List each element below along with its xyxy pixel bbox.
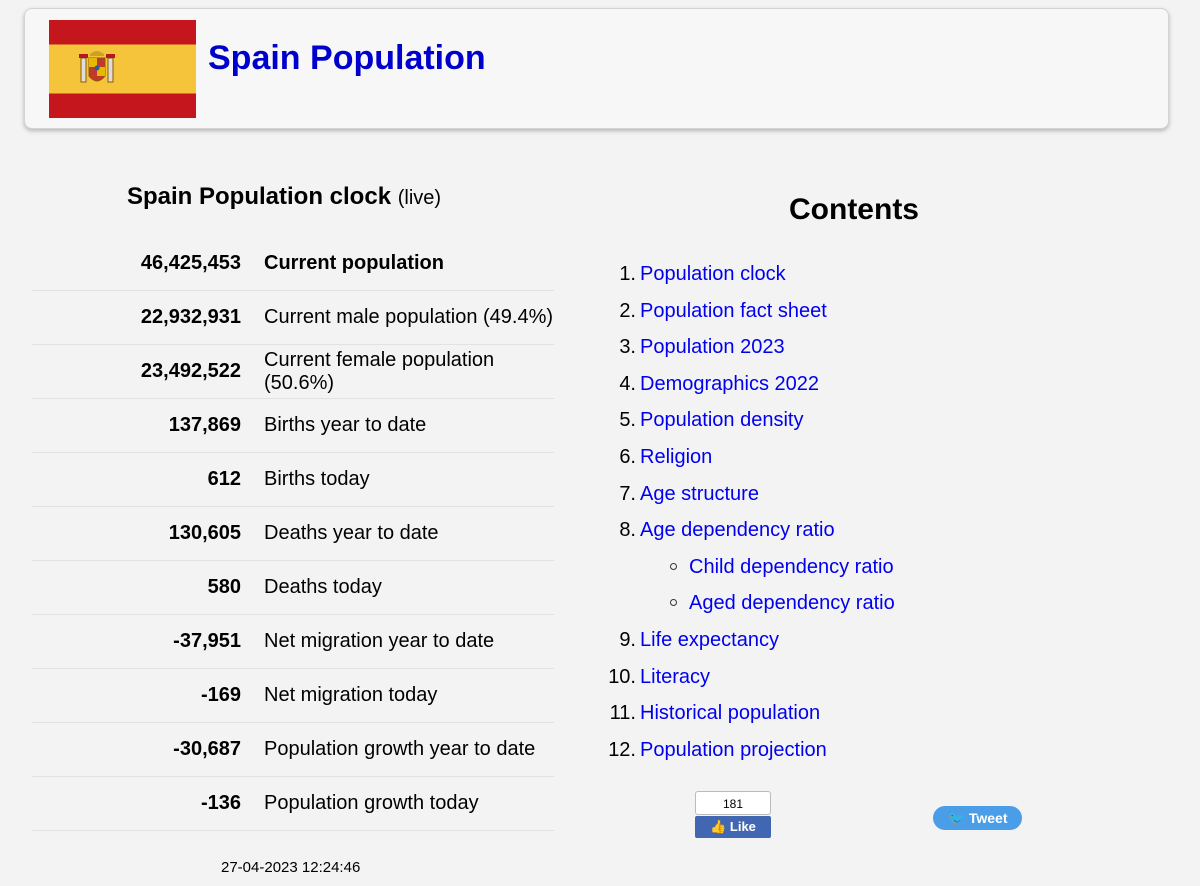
stat-value: -30,687 (32, 722, 247, 777)
clock-heading: Spain Population clock (live) (127, 183, 441, 211)
stat-row: 23,492,522 Current female population (50.… (32, 344, 554, 399)
page-title[interactable]: Spain Population (208, 39, 486, 77)
contents-link[interactable]: Religion (640, 445, 713, 468)
contents-link[interactable]: Population 2023 (640, 336, 785, 359)
contents-item-number: 2. (619, 299, 636, 322)
stat-label: Current male population (49.4%) (247, 290, 554, 345)
like-label: Like (729, 819, 756, 834)
stat-value: 580 (32, 560, 247, 615)
contents-link[interactable]: Population clock (640, 263, 786, 285)
contents-link[interactable]: Child dependency ratio (689, 555, 894, 578)
stat-row: -37,951 Net migration year to date (32, 614, 554, 669)
stat-value: 612 (32, 452, 247, 507)
contents-item-number: 10. (608, 665, 636, 688)
site-header: Spain Population (24, 8, 1169, 129)
stat-value: 46,425,453 (32, 237, 247, 291)
spain-flag-image[interactable] (49, 20, 196, 118)
contents-link[interactable]: Historical population (640, 702, 821, 725)
stat-row: -30,687 Population growth year to date (32, 722, 554, 777)
stat-label: Net migration today (247, 668, 554, 723)
stat-label: Current female population (50.6%) (247, 344, 554, 399)
contents-item-number: 1. (619, 263, 636, 285)
contents-item-number: 11. (609, 702, 636, 725)
stat-row: -169 Net migration today (32, 668, 554, 723)
coat-of-arms-icon (79, 51, 115, 83)
contents-link[interactable]: Age dependency ratio (640, 519, 835, 542)
stat-label: Population growth year to date (247, 722, 554, 777)
stat-label: Deaths today (247, 560, 554, 615)
stat-row: 130,605 Deaths year to date (32, 506, 554, 561)
clock-title: Spain Population clock (127, 183, 392, 210)
contents-item-number: 9. (619, 628, 636, 651)
like-count: 181 (695, 791, 771, 815)
contents-link[interactable]: Age structure (640, 482, 759, 505)
contents-link[interactable]: Population density (640, 409, 804, 432)
contents-link[interactable]: Aged dependency ratio (689, 592, 895, 615)
stat-row: 22,932,931 Current male population (49.4%… (32, 290, 554, 345)
stat-row: 580 Deaths today (32, 560, 554, 615)
stat-value: 137,869 (32, 398, 247, 453)
contents-heading: Contents (789, 193, 919, 226)
contents-item-number: 8. (619, 519, 636, 542)
thumbs-up-icon: 👍 (710, 819, 727, 834)
stat-value: 22,932,931 (32, 290, 247, 345)
tweet-label: Tweet (968, 810, 1008, 826)
live-label: (live) (397, 187, 442, 209)
clock-timestamp: 27-04-2023 12:24:46 (221, 859, 361, 876)
stat-value: -37,951 (32, 614, 247, 669)
facebook-like-widget: 181 👍 Like (695, 791, 771, 840)
stat-value: -169 (32, 668, 247, 723)
contents-link[interactable]: Literacy (640, 665, 711, 688)
contents-link[interactable]: Population projection (640, 738, 827, 761)
stat-value: 23,492,522 (32, 344, 247, 399)
tweet-button[interactable]: 🐦 Tweet (933, 806, 1022, 830)
contents-item-number: 5. (619, 409, 636, 432)
stat-row: 612 Births today (32, 452, 554, 507)
contents-item-number: 3. (619, 336, 636, 359)
stat-value: -136 (32, 776, 247, 831)
stat-label: Deaths year to date (247, 506, 554, 561)
stat-label: Population growth today (247, 776, 554, 831)
stat-label: Current population (247, 237, 554, 291)
twitter-bird-icon: 🐦 (947, 810, 965, 826)
bullet-icon (670, 562, 677, 570)
stat-label: Net migration year to date (247, 614, 554, 669)
population-clock-table: 46,425,453 Current population 22,932,931 Cu… (32, 237, 554, 831)
stat-label: Births today (247, 452, 554, 507)
contents-item-number: 12. (608, 738, 636, 761)
stat-row: 137,869 Births year to date (32, 398, 554, 453)
contents-link[interactable]: Demographics 2022 (640, 372, 819, 395)
contents-item-number: 6. (619, 445, 636, 468)
contents-item-number: 4. (619, 372, 636, 395)
contents-item-number: 7. (619, 482, 636, 505)
contents-link[interactable]: Life expectancy (640, 628, 779, 651)
stat-value: 130,605 (32, 506, 247, 561)
contents-link[interactable]: Population fact sheet (640, 299, 827, 322)
stat-label: Births year to date (247, 398, 554, 453)
stat-row: 46,425,453 Current population (32, 237, 554, 291)
facebook-like-button[interactable]: 👍 Like (695, 816, 771, 838)
bullet-icon (670, 599, 677, 607)
stat-row: -136 Population growth today (32, 776, 554, 831)
